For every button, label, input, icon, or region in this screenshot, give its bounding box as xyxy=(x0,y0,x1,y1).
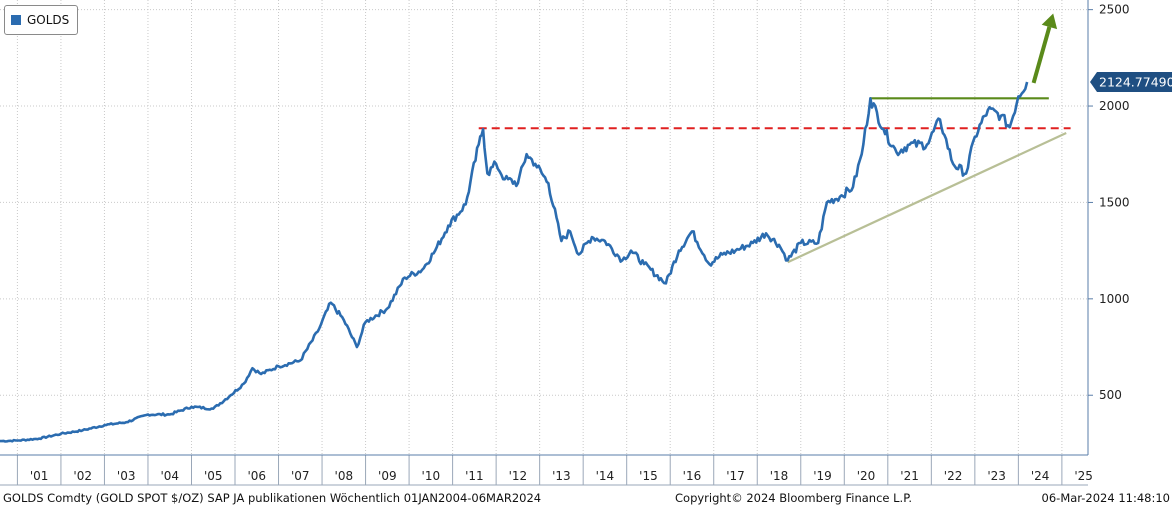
y-tick-label: 2000 xyxy=(1099,99,1130,113)
series-line-golds xyxy=(0,81,1029,443)
x-tick-label: '04 xyxy=(160,469,179,483)
legend-swatch xyxy=(11,15,21,25)
x-tick-label: '05 xyxy=(204,469,223,483)
x-tick-label: '02 xyxy=(73,469,92,483)
x-tick-label: '23 xyxy=(987,469,1006,483)
footer-copyright: Copyright© 2024 Bloomberg Finance L.P. xyxy=(675,491,912,505)
chart-grid xyxy=(0,0,1088,455)
chart-footer: GOLDS Comdty (GOLD SPOT $/OZ) SAP JA pub… xyxy=(0,489,1173,507)
x-tick-label: '01 xyxy=(30,469,49,483)
footer-source: GOLDS Comdty (GOLD SPOT $/OZ) SAP JA pub… xyxy=(3,491,542,505)
x-tick-label: '15 xyxy=(639,469,658,483)
y-tick-label: 500 xyxy=(1099,388,1122,402)
x-tick-label: '12 xyxy=(509,469,528,483)
x-tick-label: '17 xyxy=(726,469,745,483)
y-axis: 500 1000 1500 2000 2500 xyxy=(1087,0,1130,455)
x-tick-label: '16 xyxy=(683,469,702,483)
x-tick-label: '21 xyxy=(900,469,919,483)
y-tick-label: 1500 xyxy=(1099,195,1130,209)
x-tick-label: '03 xyxy=(117,469,136,483)
x-tick-label: '07 xyxy=(291,469,310,483)
last-value-tag xyxy=(1090,71,1172,92)
x-tick-label: '25 xyxy=(1074,469,1093,483)
y-tick-label: 1000 xyxy=(1099,292,1130,306)
x-tick-label: '11 xyxy=(465,469,484,483)
y-tick-label: 2500 xyxy=(1099,3,1130,17)
x-tick-label: '13 xyxy=(552,469,571,483)
last-value-marker: 2124.774902 xyxy=(1090,71,1173,92)
uptrend-arrow-head xyxy=(1041,13,1058,30)
support-trendline xyxy=(787,132,1067,264)
chart-legend[interactable]: GOLDS xyxy=(4,5,79,35)
x-axis: '01 '02 '03 '04 '05 '06 '07 '08 '09 '10 '11 '12 '13 '… xyxy=(0,454,1093,486)
x-tick-label: '20 xyxy=(857,469,876,483)
chart-series xyxy=(0,81,1029,443)
x-tick-label: '14 xyxy=(596,469,615,483)
x-tick-label: '09 xyxy=(378,469,397,483)
x-tick-label: '10 xyxy=(422,469,441,483)
last-value-label: 2124.774902 xyxy=(1099,74,1173,89)
x-tick-label: '18 xyxy=(770,469,789,483)
x-tick-label: '24 xyxy=(1031,469,1050,483)
footer-timestamp: 06-Mar-2024 11:48:10 xyxy=(1041,491,1170,505)
x-tick-label: '06 xyxy=(247,469,266,483)
x-tick-label: '19 xyxy=(813,469,832,483)
x-tick-label: '22 xyxy=(944,469,963,483)
uptrend-arrow-shaft xyxy=(1031,26,1052,84)
x-tick-label: '08 xyxy=(335,469,354,483)
legend-label: GOLDS xyxy=(27,13,70,27)
